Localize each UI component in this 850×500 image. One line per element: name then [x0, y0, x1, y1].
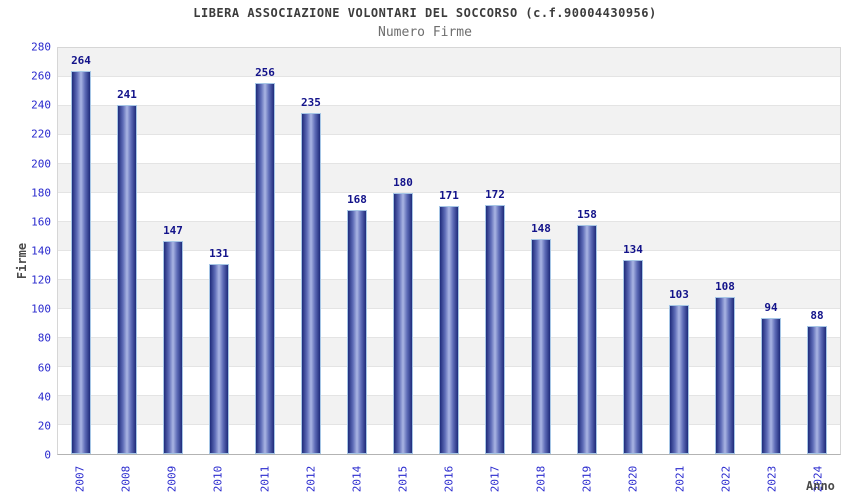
chart-title: LIBERA ASSOCIAZIONE VOLONTARI DEL SOCCOR…	[193, 6, 657, 20]
bar	[807, 326, 827, 454]
grid-band	[58, 77, 840, 106]
bar-value-label: 88	[810, 309, 824, 323]
x-tick-label: 2010	[211, 465, 225, 493]
x-tick-label: 2008	[119, 465, 133, 493]
bar-value-label: 94	[764, 300, 778, 314]
y-tick-label: 80	[37, 331, 51, 345]
x-axis-title: Anno	[806, 479, 835, 493]
bar-value-label: 241	[117, 87, 137, 101]
x-tick-label: 2011	[258, 465, 272, 493]
y-tick-label: 160	[31, 215, 51, 229]
bar	[117, 104, 137, 454]
bar	[71, 71, 91, 454]
y-tick-label: 180	[31, 186, 51, 200]
bar-value-label: 108	[715, 280, 735, 294]
bar	[623, 259, 643, 454]
bar-value-label: 235	[301, 96, 321, 110]
x-tick-label: 2018	[534, 465, 548, 493]
bar	[255, 82, 275, 454]
bar-value-label: 158	[577, 207, 597, 221]
y-tick-label: 140	[31, 244, 51, 258]
y-tick-label: 120	[31, 273, 51, 287]
grid-band	[58, 48, 840, 77]
bar-value-label: 148	[531, 222, 551, 236]
bar	[669, 304, 689, 454]
grid-band	[58, 164, 840, 193]
x-tick-label: 2009	[165, 465, 179, 493]
bar	[209, 264, 229, 454]
y-tick-label: 60	[37, 361, 51, 375]
bar-value-label: 103	[669, 287, 689, 301]
x-tick-label: 2020	[626, 465, 640, 493]
y-tick-label: 40	[37, 390, 51, 404]
bar	[163, 240, 183, 454]
y-tick-label: 100	[31, 302, 51, 316]
x-tick-label: 2023	[765, 465, 779, 493]
x-tick-label: 2014	[350, 465, 364, 493]
bar-value-label: 134	[623, 242, 643, 256]
grid-band	[58, 135, 840, 164]
bar-value-label: 172	[485, 187, 505, 201]
bar-value-label: 180	[393, 176, 413, 189]
x-tick-label: 2017	[488, 465, 502, 493]
bar	[715, 297, 735, 454]
x-tick-label: 2007	[73, 465, 87, 493]
x-tick-label: 2015	[396, 465, 410, 493]
y-tick-label: 20	[37, 419, 51, 433]
bar-value-label: 264	[71, 54, 91, 68]
bar	[485, 204, 505, 454]
grid-band	[58, 106, 840, 135]
y-tick-label: 240	[31, 98, 51, 112]
bar-value-label: 131	[209, 247, 229, 261]
bar	[577, 224, 597, 454]
bar	[347, 210, 367, 454]
x-tick-label: 2016	[442, 465, 456, 493]
bar-value-label: 256	[255, 65, 275, 79]
bars-layer: 264 241 147 131 256 235 168 180 171 172 148 158 134 1…	[58, 48, 840, 454]
y-axis-tick-labels: 0 20 40 60 80 100 120 140 160 180 200 220 240 260 280	[0, 41, 51, 462]
y-tick-label: 260	[31, 69, 51, 83]
bar	[761, 317, 781, 454]
bar	[439, 206, 459, 454]
bar	[531, 239, 551, 454]
plot-area: 264 241 147 131 256 235 168 180 171 172 148 158 134 1…	[57, 47, 841, 455]
y-tick-label: 0	[44, 448, 51, 462]
x-tick-label: 2021	[673, 465, 687, 493]
bar-value-label: 147	[163, 223, 183, 237]
y-tick-label: 220	[31, 127, 51, 141]
bar-value-label: 168	[347, 193, 367, 207]
x-axis-tick-labels: 2007 2008 2009 2010 2011 2012 2014 2015 2016 2017…	[57, 455, 841, 500]
bar	[300, 113, 321, 454]
y-tick-label: 280	[31, 40, 51, 54]
bar	[393, 193, 413, 454]
chart-subtitle: Numero Firme	[378, 25, 472, 40]
x-tick-label: 2012	[304, 465, 318, 493]
bar-value-label: 171	[439, 189, 459, 203]
x-tick-label: 2019	[580, 465, 594, 493]
x-tick-label: 2022	[719, 465, 733, 493]
y-tick-label: 200	[31, 157, 51, 171]
